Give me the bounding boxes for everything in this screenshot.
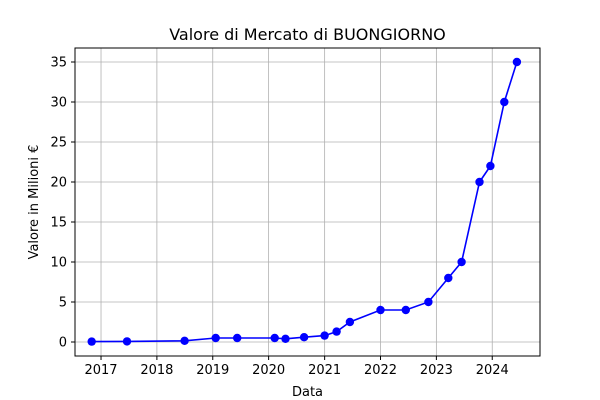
x-tick-label: 2019	[196, 363, 229, 378]
data-point	[512, 57, 522, 67]
x-tick-label: 2020	[252, 363, 285, 378]
y-tick-label: 0	[59, 336, 67, 351]
x-tick-label: 2022	[364, 363, 397, 378]
data-point	[281, 334, 290, 343]
y-tick-label: 20	[50, 176, 67, 191]
data-point	[270, 333, 279, 343]
data-point	[332, 327, 341, 336]
data-point	[424, 297, 433, 307]
data-point	[376, 305, 385, 315]
chart-title: Valore di Mercato di BUONGIORNO	[169, 25, 446, 44]
y-tick-label: 5	[59, 296, 67, 311]
y-tick-label: 15	[50, 216, 67, 231]
plot-area-frame	[74, 47, 541, 357]
data-point	[87, 337, 96, 346]
data-point	[211, 333, 220, 343]
x-tick-label: 2021	[308, 363, 341, 378]
data-point	[475, 177, 484, 187]
x-tick-label: 2017	[84, 363, 117, 378]
data-point	[299, 333, 309, 342]
data-point	[401, 305, 410, 315]
data-point	[500, 97, 509, 107]
x-axis-label: Data	[292, 385, 323, 400]
x-tick-label: 2024	[476, 363, 509, 378]
y-tick-label: 25	[50, 136, 67, 151]
data-point	[233, 333, 242, 343]
x-axis: 2017 2018 2019 2020 2021 2022 2023 2024	[84, 356, 509, 378]
data-point	[486, 161, 495, 171]
data-point	[457, 257, 466, 267]
series-layer	[87, 57, 522, 346]
data-point	[320, 331, 329, 340]
y-axis-label: Valore in Milioni €	[27, 145, 42, 260]
x-tick-label: 2018	[140, 363, 173, 378]
y-tick-label: 10	[50, 256, 67, 271]
data-point	[122, 337, 132, 346]
y-tick-label: 30	[50, 96, 67, 111]
data-point	[345, 317, 355, 327]
y-axis: 0 5 10 15 20 25 30 35	[50, 56, 75, 351]
data-point	[444, 273, 453, 283]
data-point	[180, 336, 189, 345]
x-tick-label: 2023	[420, 363, 453, 378]
y-tick-label: 35	[50, 56, 67, 71]
